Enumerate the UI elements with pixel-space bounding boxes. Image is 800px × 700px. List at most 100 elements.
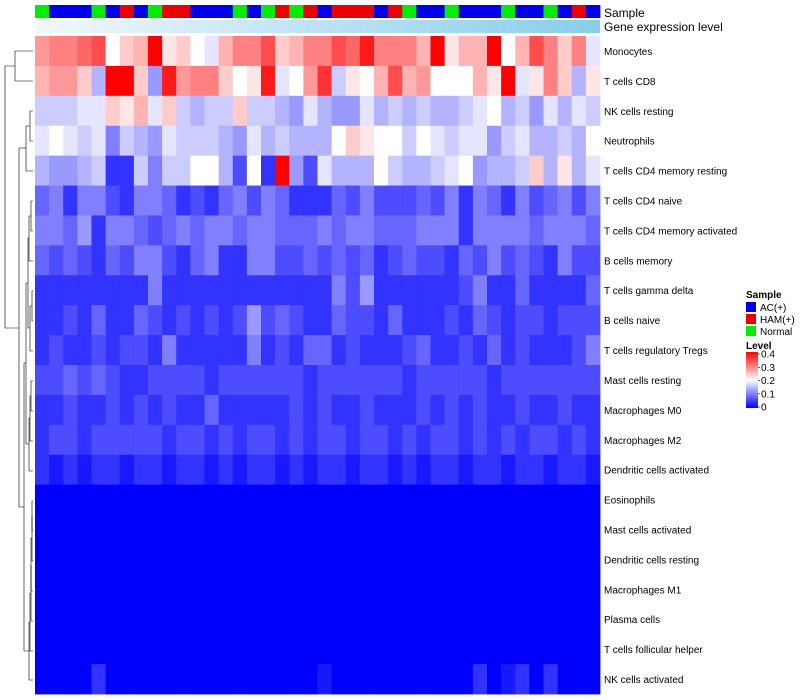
heatmap-cell [529,95,544,127]
heatmap-cell [472,574,488,605]
heatmap-cell [35,125,50,157]
heatmap-cell [487,574,502,605]
heatmap-cell [317,95,333,127]
heatmap-cell [430,125,446,157]
heatmap-cell [190,185,205,216]
heatmap-cell [557,215,573,246]
heatmap-cell [162,394,177,426]
heatmap-cell [204,514,220,545]
heatmap-cell [472,365,488,396]
heatmap-cell [204,305,220,336]
heatmap-cell [133,185,149,216]
heatmap-cell [77,394,92,426]
heatmap-cell [91,36,107,67]
sample-annotation-cell [331,5,347,18]
heatmap-cell [543,424,559,456]
heatmap-cell [430,65,446,97]
heatmap-cell [472,394,488,426]
heatmap-cell [119,394,135,426]
heatmap-cell [515,275,530,306]
heatmap-cell [35,185,50,216]
heatmap-cell [543,365,559,396]
heatmap-cell [35,155,50,186]
heatmap-cell [35,664,50,695]
heatmap-cell [162,36,177,67]
heatmap-cell [63,544,78,575]
heatmap-cell [35,305,50,336]
heatmap-cell [458,664,474,695]
heatmap-cell [246,155,262,186]
heatmap-cell [261,36,276,67]
sample-annotation-cell [204,5,220,18]
heatmap-cell [148,125,163,157]
heatmap-cell [303,365,318,396]
heatmap-cell [345,544,361,575]
heatmap-cell [119,275,135,306]
heatmap-cell [515,664,530,695]
row-dendrogram [4,50,33,681]
heatmap-cell [472,544,488,575]
heatmap-cell [176,634,191,665]
heatmap-cell [388,275,403,306]
heatmap-cell [218,335,234,366]
heatmap-cell [345,424,361,456]
heatmap-cell [571,65,587,97]
heatmap-cell [133,125,149,157]
heatmap-cell [49,36,64,67]
heatmap-cell [543,245,559,276]
heatmap-cell [49,664,64,695]
heatmap-cell [345,305,361,336]
heatmap-cell [331,65,347,97]
heatmap-cell [529,185,544,216]
heatmap-cell [317,155,333,186]
heatmap-cell [289,125,304,157]
heatmap-cell [91,245,107,276]
heatmap-cell [543,574,559,605]
heatmap-cell [430,514,446,545]
heatmap-cell [148,394,163,426]
row-label: T cells CD4 naive [604,197,683,208]
level-legend-title: Level [746,341,772,352]
heatmap-cell [133,65,149,97]
sample-annotation-cell [232,5,248,18]
heatmap-cell [501,65,516,97]
heatmap-cell [218,454,234,486]
heatmap-cell [430,604,446,635]
heatmap-cell [317,185,333,216]
heatmap-cell [63,125,78,157]
heatmap-cell [487,365,502,396]
heatmap-cell [529,634,544,665]
heatmap-cell [105,335,121,366]
heatmap-cell [515,125,530,157]
heatmap-cell [63,215,78,246]
heatmap-cell [162,544,177,575]
heatmap-cell [176,305,191,336]
heatmap-cell [261,335,276,366]
heatmap-cell [374,664,389,695]
gene-expression-track [35,20,600,33]
heatmap-cell [359,544,375,575]
heatmap-cell [543,215,559,246]
heatmap-cell [176,544,191,575]
heatmap-cell [49,544,64,575]
heatmap-cell [77,604,92,635]
heatmap-cell [275,454,290,486]
heatmap-cell [571,215,587,246]
heatmap-cell [246,215,262,246]
heatmap-cell [331,365,347,396]
sample-annotation-cell [388,5,403,18]
heatmap-cell [515,514,530,545]
heatmap-cell [402,36,417,67]
heatmap-cell [345,155,361,186]
heatmap-cell [458,95,474,127]
heatmap-cell [571,574,587,605]
heatmap-cell [35,275,50,306]
heatmap-cell [35,245,50,276]
heatmap-cell [246,365,262,396]
heatmap-cell [487,185,502,216]
sample-annotation-cell [63,5,78,18]
heatmap-cell [63,335,78,366]
heatmap-cell [204,484,220,515]
heatmap-cell [402,394,417,426]
heatmap-cell [77,305,92,336]
